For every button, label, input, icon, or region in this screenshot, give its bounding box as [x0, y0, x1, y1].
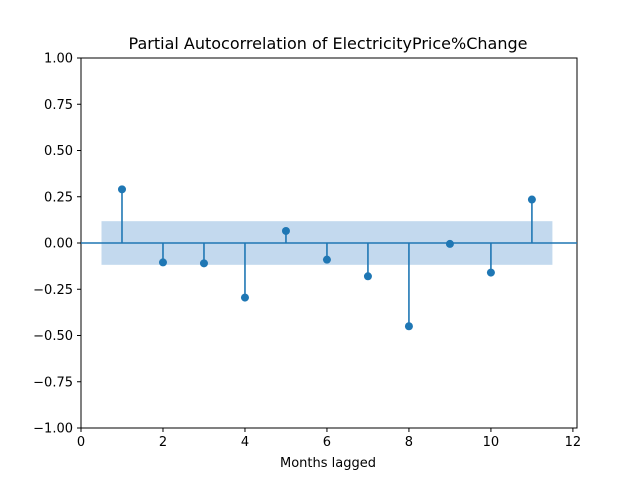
- pacf-point-lag-3: [199, 259, 208, 268]
- y-tick-label-0: 1.00: [44, 52, 73, 67]
- y-tick-label-3: 0.25: [44, 190, 73, 205]
- marker-layer: [117, 185, 536, 331]
- pacf-point-lag-9: [445, 239, 454, 248]
- y-tick-label-4: 0.00: [44, 237, 73, 252]
- pacf-point-lag-6: [322, 255, 331, 264]
- chart-title: Partial Autocorrelation of ElectricityPr…: [129, 34, 528, 53]
- y-tick-label-2: 0.50: [44, 144, 73, 159]
- y-tick-label-7: −0.75: [33, 375, 73, 390]
- pacf-point-lag-2: [158, 258, 167, 267]
- pacf-point-lag-1: [117, 185, 126, 194]
- pacf-point-lag-10: [486, 268, 495, 277]
- x-tick-label-12: 12: [565, 435, 582, 450]
- y-axis-ticks: 1.00 0.75 0.50 0.25 0.00 −0.25 −0.50 −0.75 −1.00: [33, 52, 81, 437]
- y-tick-label-6: −0.50: [33, 329, 73, 344]
- x-tick-label-8: 8: [405, 435, 413, 450]
- x-axis-ticks: 0 2 4 6 8 10 12: [77, 428, 581, 450]
- x-tick-label-2: 2: [159, 435, 167, 450]
- y-tick-label-1: 0.75: [44, 98, 73, 113]
- y-tick-label-8: −1.00: [33, 422, 73, 437]
- pacf-point-lag-8: [404, 322, 413, 331]
- x-tick-label-10: 10: [483, 435, 500, 450]
- pacf-point-lag-5: [281, 226, 290, 235]
- pacf-point-lag-4: [240, 293, 249, 302]
- x-tick-label-0: 0: [77, 435, 85, 450]
- x-axis-label: Months lagged: [280, 456, 376, 471]
- x-tick-label-4: 4: [241, 435, 249, 450]
- y-tick-label-5: −0.25: [33, 283, 73, 298]
- pacf-point-lag-7: [363, 272, 372, 281]
- x-tick-label-6: 6: [323, 435, 331, 450]
- pacf-point-lag-11: [527, 195, 536, 204]
